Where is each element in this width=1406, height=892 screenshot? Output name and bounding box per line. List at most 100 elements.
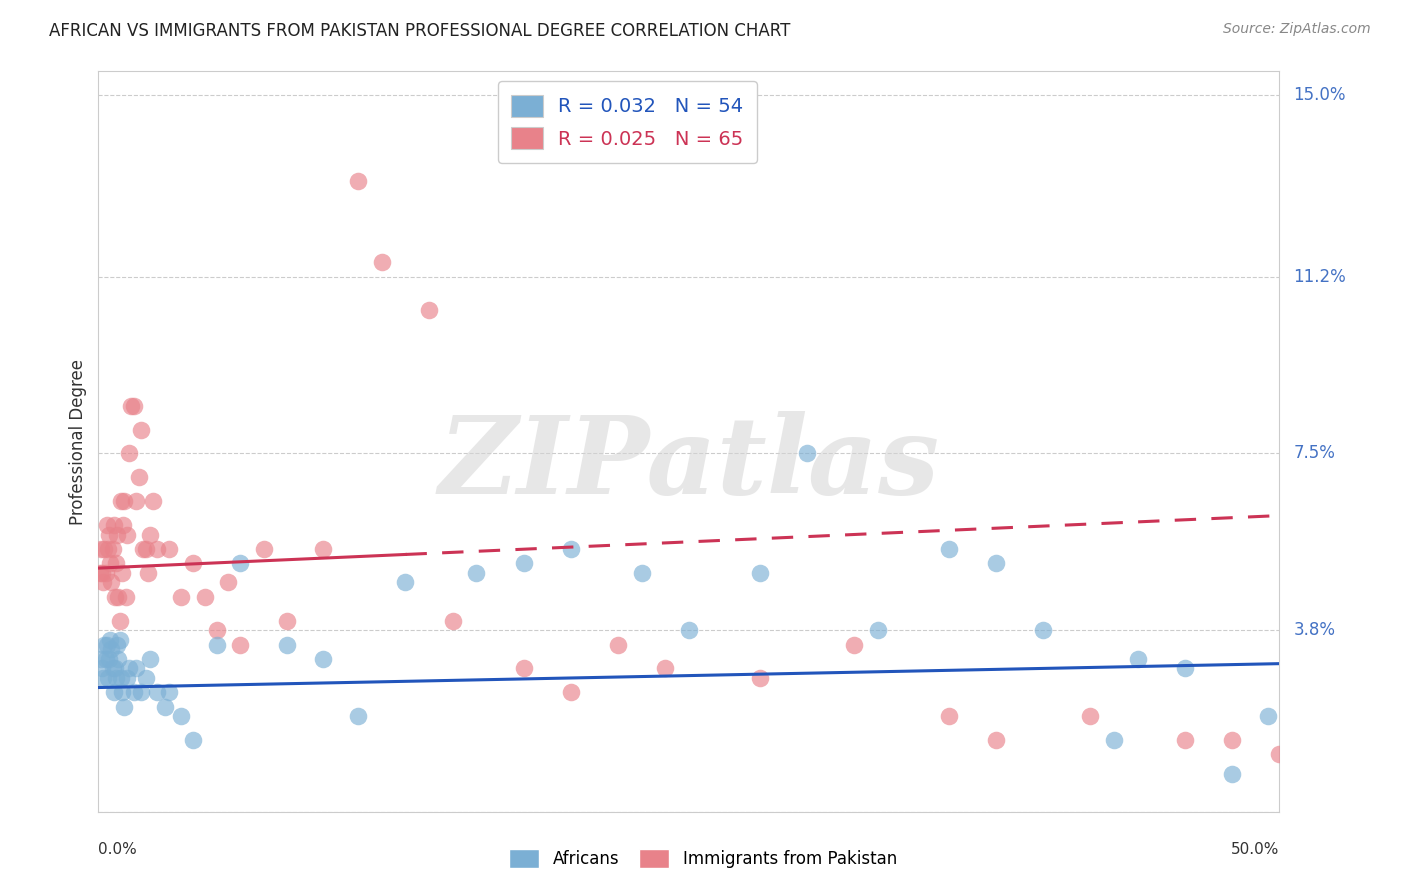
Point [98,652,121,666]
Point [441,614,464,628]
Text: 50.0%: 50.0% [1232,842,1279,857]
Point [1126,652,1149,666]
Point [112,494,135,508]
Point [796,446,818,460]
Point [217,575,239,590]
Point [347,709,370,723]
Point [101,541,124,556]
Point [276,614,298,628]
Point [170,709,193,723]
Point [607,638,630,652]
Point [96,638,118,652]
Point [100,642,122,657]
Point [1220,766,1243,780]
Point [984,733,1007,747]
Point [146,541,169,556]
Point [118,661,141,675]
Point [122,399,145,413]
Point [105,557,128,571]
Point [93,541,115,556]
Legend: R = 0.032   N = 54, R = 0.025   N = 65: R = 0.032 N = 54, R = 0.025 N = 65 [498,81,756,163]
Point [229,557,252,571]
Point [129,423,152,437]
Point [136,566,159,580]
Point [125,494,148,508]
Point [112,699,135,714]
Point [1316,780,1339,795]
Point [128,470,150,484]
Point [110,494,132,508]
Point [139,527,162,541]
Point [630,566,652,580]
Point [118,446,141,460]
Point [139,652,162,666]
Point [115,527,138,541]
Point [90,652,112,666]
Point [229,638,252,652]
Point [104,590,127,604]
Text: 0.0%: 0.0% [98,842,138,857]
Point [98,557,121,571]
Point [1080,709,1102,723]
Point [97,541,120,556]
Point [1174,661,1197,675]
Point [512,557,534,571]
Point [1220,733,1243,747]
Text: 11.2%: 11.2% [1294,268,1346,285]
Point [89,566,111,580]
Point [97,671,120,685]
Point [135,671,157,685]
Point [105,527,128,541]
Point [181,733,204,747]
Point [866,624,889,638]
Legend: Africans, Immigrants from Pakistan: Africans, Immigrants from Pakistan [502,843,904,875]
Point [678,624,700,638]
Point [170,590,193,604]
Point [103,685,125,699]
Point [121,399,143,413]
Point [107,590,129,604]
Point [157,541,180,556]
Point [418,303,440,318]
Point [111,566,134,580]
Point [844,638,866,652]
Point [1292,766,1315,780]
Point [125,661,148,675]
Point [984,557,1007,571]
Point [253,541,276,556]
Point [101,661,124,675]
Point [1174,733,1197,747]
Point [115,671,138,685]
Point [100,575,122,590]
Point [108,632,131,647]
Text: 15.0%: 15.0% [1294,87,1346,104]
Point [105,671,128,685]
Y-axis label: Professional Degree: Professional Degree [69,359,87,524]
Point [181,557,204,571]
Point [1268,747,1291,762]
Point [91,566,114,580]
Point [1257,709,1279,723]
Point [122,685,145,699]
Point [108,614,131,628]
Point [90,541,112,556]
Point [91,661,114,675]
Point [96,518,118,533]
Point [465,566,488,580]
Point [103,518,125,533]
Point [654,661,676,675]
Point [105,638,128,652]
Point [132,541,155,556]
Point [93,638,115,652]
Point [394,575,416,590]
Point [153,699,176,714]
Point [205,638,228,652]
Point [512,661,534,675]
Point [1339,508,1361,523]
Point [938,709,960,723]
Point [142,494,165,508]
Point [560,541,582,556]
Point [98,632,121,647]
Point [94,566,117,580]
Point [748,566,770,580]
